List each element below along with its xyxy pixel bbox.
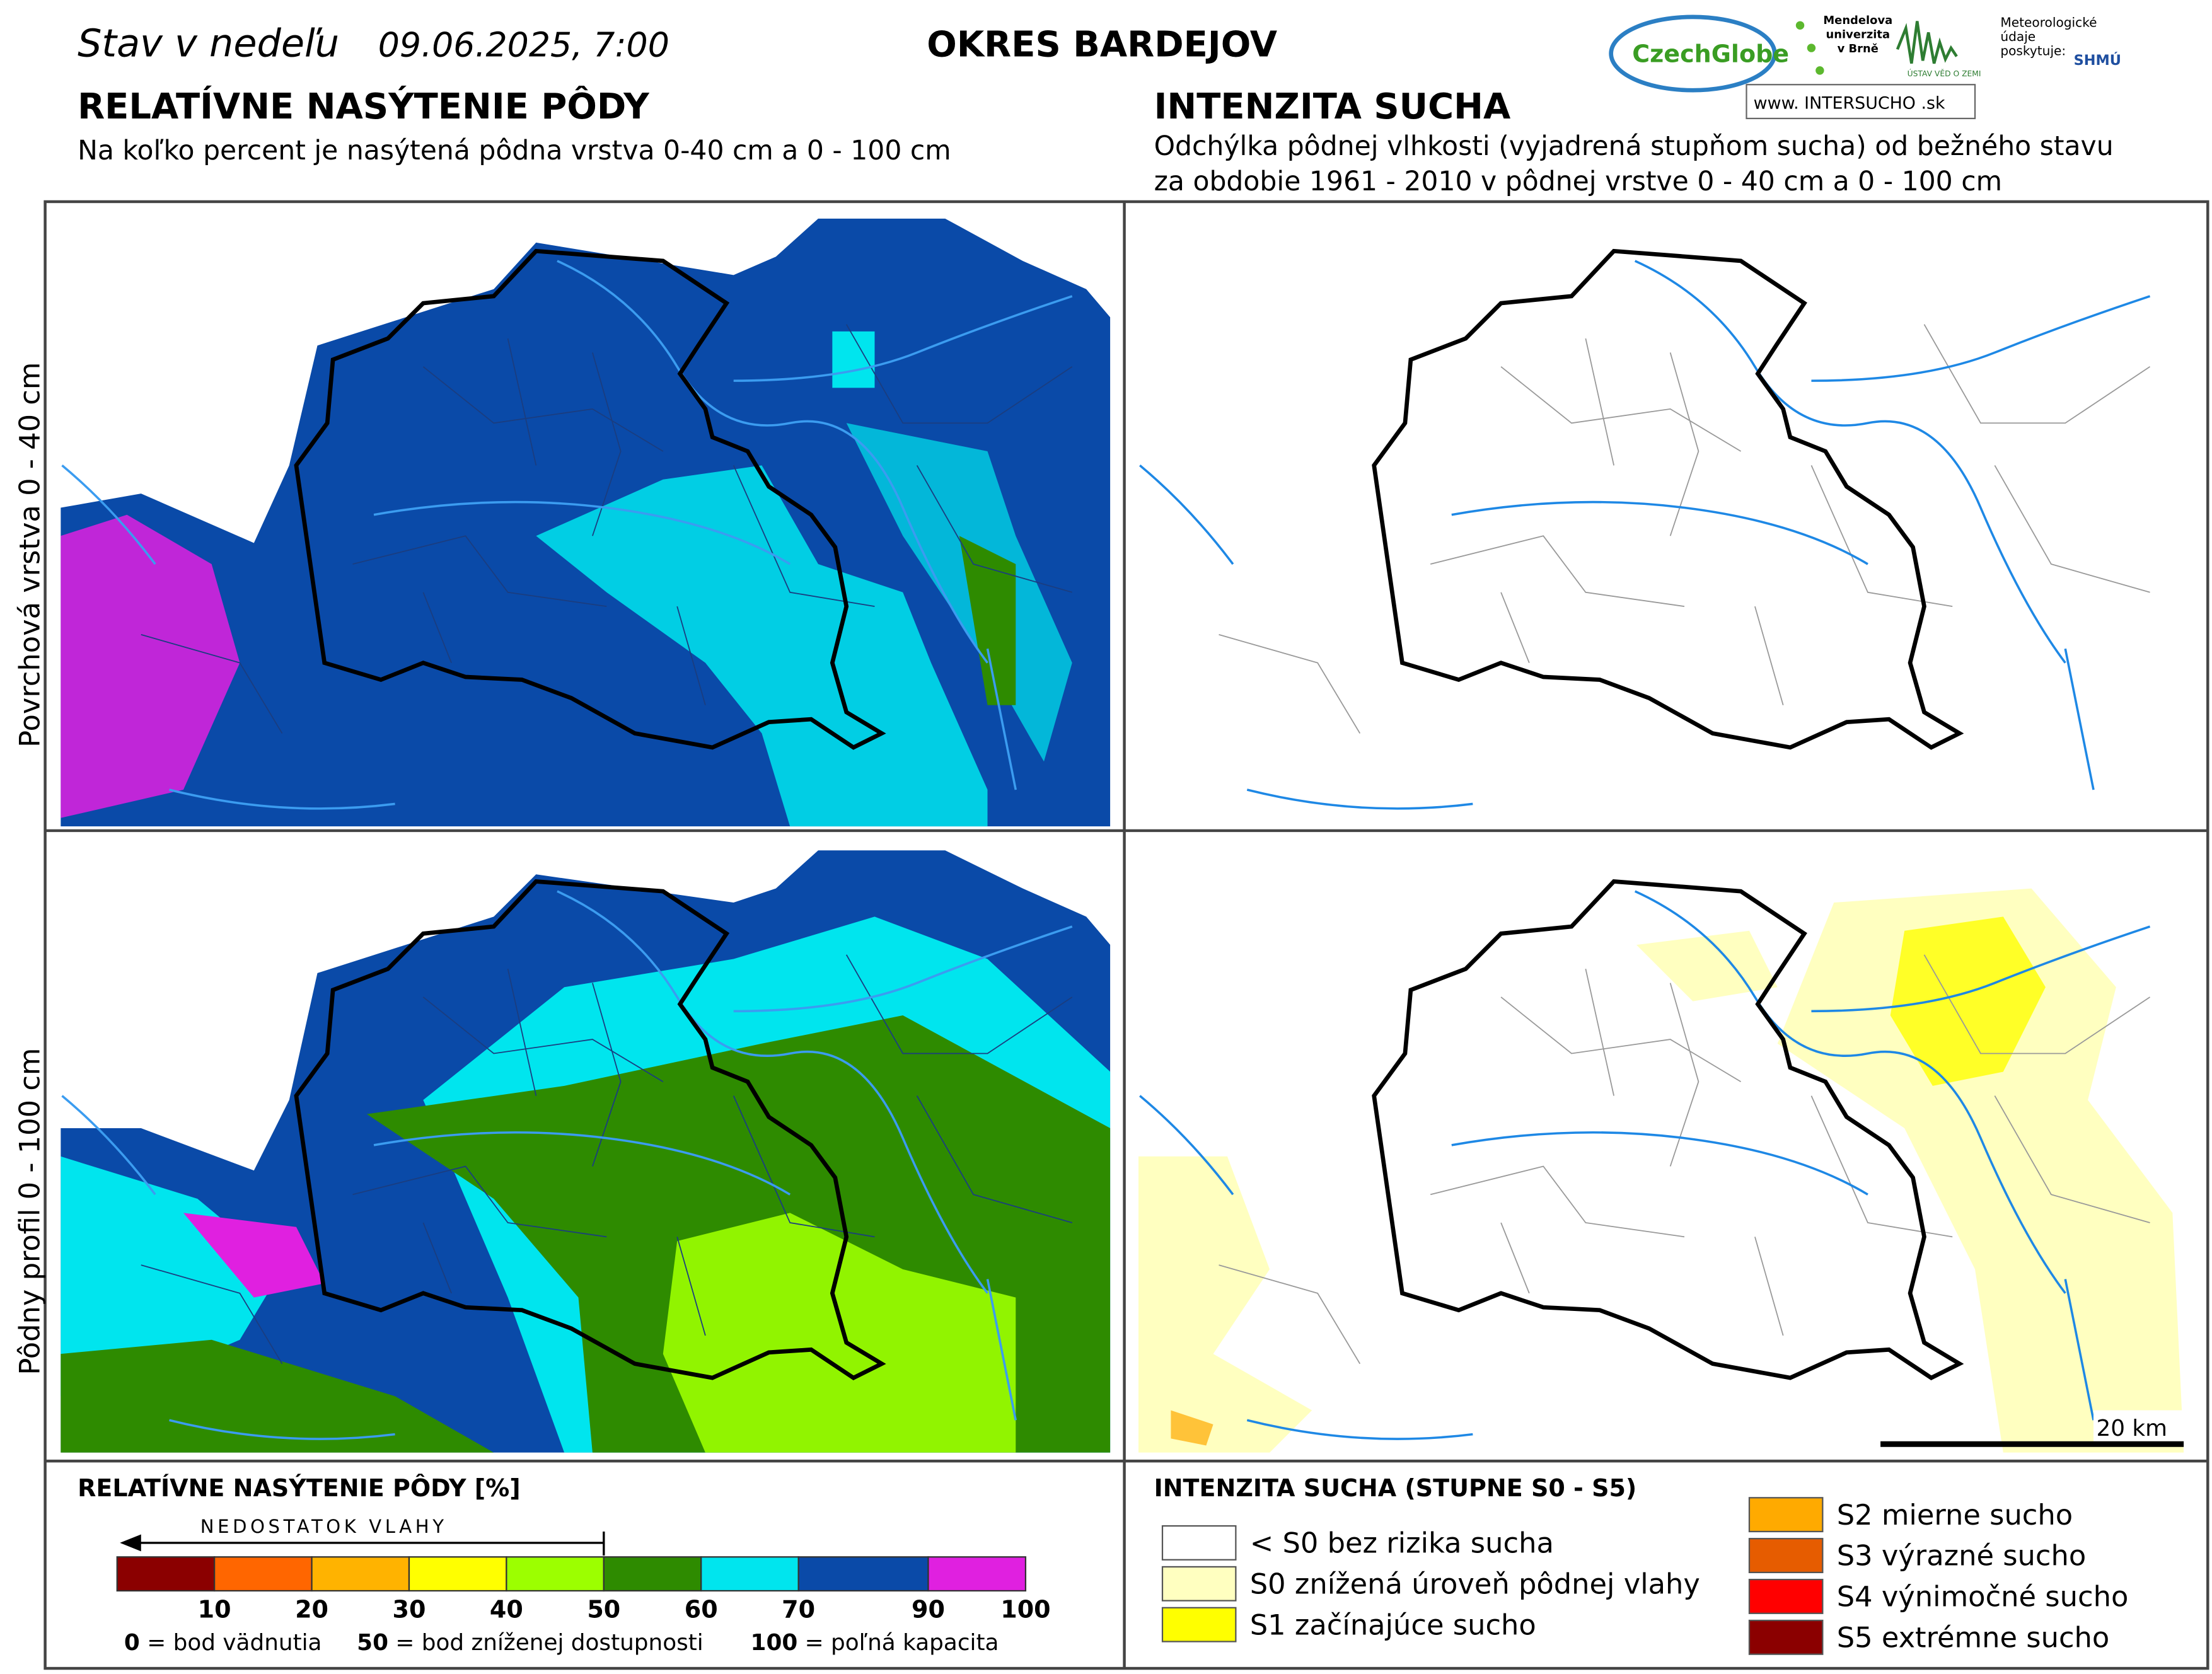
logo-ring	[1609, 14, 1777, 93]
logo-meteo-box: Meteorologické údaje poskytuje:	[2000, 16, 2097, 59]
scale-note: 0 = bod vädnutia	[124, 1630, 322, 1656]
right-subtitle: Odchýlka pôdnej vlhkosti (vyjadrená stup…	[1154, 131, 2114, 162]
map-profile-drought: 20 km	[1138, 834, 2184, 1453]
legend-title: RELATÍVNE NASÝTENIE PÔDY [%]	[78, 1474, 521, 1502]
scale-tick-label: 10	[198, 1595, 231, 1623]
logo-dot	[1815, 66, 1824, 75]
map-surface-saturation	[61, 204, 1111, 827]
note-text: = bod zníženej dostupnosti	[395, 1630, 703, 1656]
right-title: INTENZITA SUCHA	[1154, 86, 1511, 127]
left-subtitle: Na koľko percent je nasýtená pôdna vrstv…	[78, 136, 951, 166]
legend-label: S3 výrazné sucho	[1837, 1539, 2087, 1573]
logo-dot	[1795, 21, 1805, 30]
legend-swatch	[1161, 1525, 1237, 1561]
logo-dot	[1807, 43, 1816, 52]
map-fill	[61, 1339, 494, 1453]
scale-box	[797, 1556, 929, 1592]
right-subtitle: za obdobie 1961 - 2010 v pôdnej vrstve 0…	[1154, 166, 2002, 197]
map-surface-drought	[1138, 204, 2184, 827]
scale-tick-label: 100	[1000, 1595, 1050, 1623]
logos: CzechGlobe Mendelova univerzita v Brně Ú…	[1609, 14, 2121, 120]
logo-meteo: Meteorologické údaje poskytuje:	[2000, 16, 2097, 59]
map-fill	[959, 536, 1016, 705]
scale-box	[506, 1556, 605, 1592]
logo-web-box	[1746, 84, 1976, 120]
map-fill	[183, 1213, 325, 1298]
legend-label: S0 znížená úroveň pôdnej vlahy	[1250, 1567, 1700, 1600]
map-fill	[1777, 888, 2184, 1453]
row-label: Pôdny profil 0 - 100 cm	[13, 1048, 47, 1375]
logo-czechglobe: CzechGlobe	[1632, 40, 1789, 67]
note-term: 0	[124, 1630, 140, 1656]
saturation-legend: RELATÍVNE NASÝTENIE PÔDY [%] NEDOSTATOK …	[78, 1474, 1051, 1656]
legend-swatch	[1748, 1497, 1824, 1533]
legend-swatch	[1748, 1538, 1824, 1574]
legend-swatch	[1748, 1578, 1824, 1614]
map-fill	[663, 1213, 1016, 1453]
note-term: 100	[751, 1630, 798, 1656]
legend-title: INTENZITA SUCHA (STUPNE S0 - S5)	[1154, 1474, 1637, 1502]
logo-uvz-wave	[1896, 21, 1958, 64]
scale-tick-label: 20	[295, 1595, 328, 1623]
legend-label: S2 mierne sucho	[1837, 1498, 2073, 1532]
map-profile-saturation	[61, 834, 1111, 1453]
logo-mendel-box: Mendelova univerzita v Brně	[1823, 14, 1893, 55]
logo-web: www. INTERSUCHO .sk	[1754, 93, 1945, 113]
scale-box	[214, 1556, 313, 1592]
logo-uvz: ÚSTAV VĚD O ZEMI	[1908, 69, 1981, 78]
scale-tick-label: 40	[490, 1595, 523, 1623]
scale-tick-label: 30	[393, 1595, 426, 1623]
scale-tick-label: 60	[685, 1595, 718, 1623]
map-fill	[61, 514, 240, 818]
scale-box	[700, 1556, 799, 1592]
outer-frame	[43, 200, 2209, 1670]
logo-shmu: SHMÚ	[2074, 51, 2121, 69]
legend-swatch	[1748, 1619, 1824, 1655]
map-fill	[1138, 1156, 1312, 1453]
legend-swatch	[1161, 1607, 1237, 1642]
scale-box	[927, 1556, 1027, 1592]
legend-label: S5 extrémne sucho	[1837, 1620, 2110, 1654]
map-fill	[1171, 1410, 1213, 1446]
row-label: Povrchová vrstva 0 - 40 cm	[13, 362, 47, 748]
drought-legend: INTENZITA SUCHA (STUPNE S0 - S5) < S0 be…	[1154, 1474, 2129, 1655]
date: 09.06.2025, 7:00	[378, 25, 669, 65]
map-bg	[1138, 204, 2184, 827]
legend-swatch	[1161, 1566, 1237, 1602]
date-prefix: Stav v nedeľu	[78, 22, 339, 66]
legend-label: S1 začínajúce sucho	[1250, 1608, 1536, 1641]
arrow-head	[120, 1534, 141, 1552]
scale-box	[311, 1556, 410, 1592]
scale-label: 20 km	[2096, 1416, 2167, 1441]
scale-note: 100 = poľná kapacita	[751, 1630, 999, 1656]
legend-label: < S0 bez rizika sucha	[1250, 1527, 1554, 1560]
scale-box	[116, 1556, 216, 1592]
scale-tick-label: 70	[782, 1595, 815, 1623]
map-fill	[1636, 930, 1778, 1002]
legend-label: S4 výnimočné sucho	[1837, 1580, 2129, 1613]
arrow-label: NEDOSTATOK VLAHY	[200, 1516, 448, 1537]
scale-tick-label: 90	[912, 1595, 945, 1623]
scale-box	[603, 1556, 702, 1592]
left-title: RELATÍVNE NASÝTENIE PÔDY	[78, 86, 650, 127]
scale-bg	[2093, 1410, 2184, 1441]
district-name: OKRES BARDEJOV	[927, 25, 1277, 66]
map-fill	[61, 1156, 282, 1397]
note-term: 50	[357, 1630, 388, 1656]
scale-box	[408, 1556, 507, 1592]
map-fill	[1890, 916, 2046, 1086]
scale-note: 50 = bod zníženej dostupnosti	[357, 1630, 704, 1656]
logo-mendel: Mendelova univerzita v Brně	[1823, 14, 1893, 55]
scale-tick-label: 50	[587, 1595, 620, 1623]
note-text: = poľná kapacita	[805, 1630, 999, 1656]
note-text: = bod vädnutia	[147, 1630, 321, 1656]
map-fill	[832, 331, 875, 388]
